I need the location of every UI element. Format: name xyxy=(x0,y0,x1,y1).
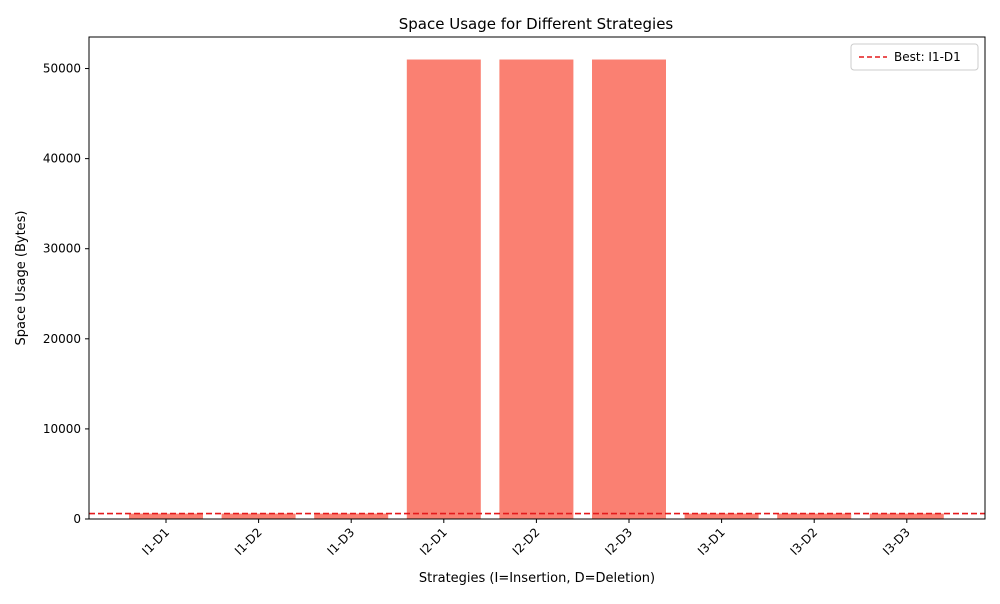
x-tick-label: I1-D3 xyxy=(325,525,358,558)
y-tick-label: 50000 xyxy=(43,62,81,76)
bars-layer xyxy=(129,59,944,519)
y-tick-label: 20000 xyxy=(43,332,81,346)
bar-i2-d2 xyxy=(499,59,574,519)
y-tick-label: 10000 xyxy=(43,422,81,436)
x-tick-label: I2-D2 xyxy=(510,525,543,558)
x-tick-label: I1-D1 xyxy=(139,525,172,558)
y-tick-label: 30000 xyxy=(43,242,81,256)
x-tick-label: I3-D2 xyxy=(788,525,821,558)
bar-i1-d3 xyxy=(314,513,389,519)
legend: Best: I1-D1 xyxy=(850,43,979,71)
legend-label: Best: I1-D1 xyxy=(894,50,961,64)
bar-i1-d2 xyxy=(221,513,296,519)
legend-box xyxy=(850,43,979,71)
bar-i3-d1 xyxy=(684,513,759,519)
x-tick-label: I3-D1 xyxy=(695,525,728,558)
x-tick-label: I2-D1 xyxy=(417,525,450,558)
bar-i3-d2 xyxy=(777,513,852,519)
y-axis-title: Space Usage (Bytes) xyxy=(14,210,29,345)
y-tick-label: 0 xyxy=(73,512,81,526)
bar-i3-d3 xyxy=(869,513,944,519)
x-tick-label: I2-D3 xyxy=(602,525,635,558)
plot-frame xyxy=(88,36,986,520)
x-tick-label: I1-D2 xyxy=(232,525,265,558)
x-axis: I1-D1 I1-D2 I1-D3 I2-D1 I2-D2 I2-D3 I3-D1 I3-D2… xyxy=(139,519,913,558)
chart-title: Space Usage for Different Strategies xyxy=(399,15,674,33)
x-tick-label: I3-D3 xyxy=(880,525,913,558)
y-axis: 0 10000 20000 30000 40000 50000 xyxy=(43,62,89,526)
bar-i2-d1 xyxy=(406,59,481,519)
bar-i2-d3 xyxy=(592,59,666,519)
bar-i1-d1 xyxy=(129,513,203,519)
y-tick-label: 40000 xyxy=(43,152,81,166)
x-axis-title: Strategies (I=Insertion, D=Deletion) xyxy=(419,571,655,586)
